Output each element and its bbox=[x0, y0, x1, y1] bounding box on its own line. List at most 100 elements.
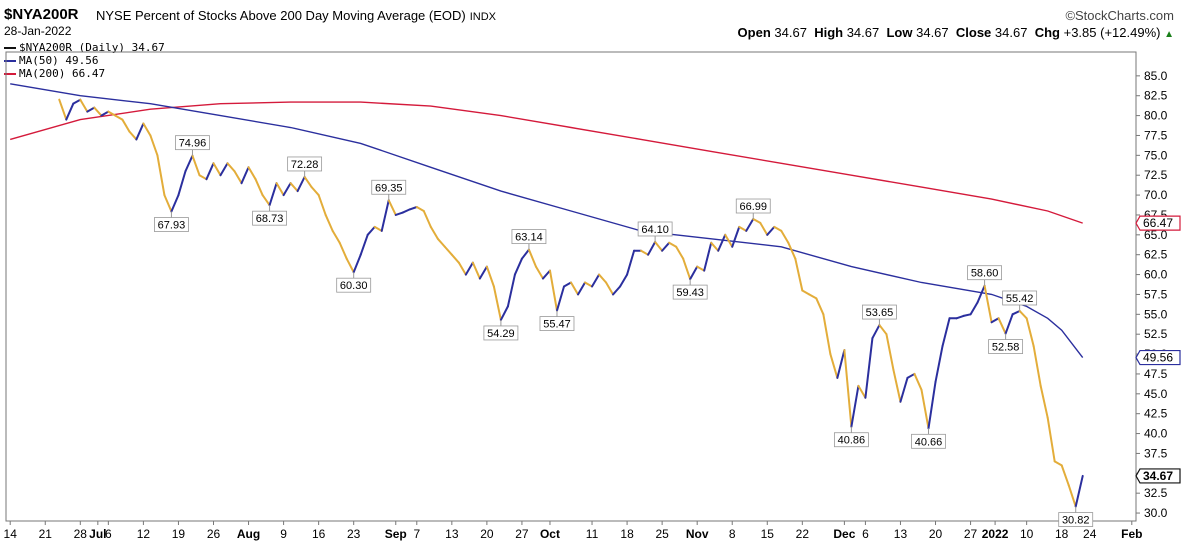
price-segment bbox=[892, 368, 902, 403]
data-label: 55.47 bbox=[543, 319, 571, 331]
price-segment bbox=[548, 269, 558, 312]
price-segment bbox=[121, 118, 131, 133]
legend-swatch bbox=[4, 72, 16, 75]
price-segment bbox=[829, 353, 839, 379]
data-label-box bbox=[672, 284, 708, 300]
data-label: 54.29 bbox=[487, 328, 515, 340]
price-segment bbox=[759, 221, 769, 236]
price-segment bbox=[107, 110, 117, 117]
price-segment bbox=[864, 337, 874, 399]
x-tick-label: 18 bbox=[620, 527, 634, 541]
data-label: 58.60 bbox=[971, 268, 999, 280]
value-tag-box bbox=[1135, 215, 1181, 231]
data-label: 30.82 bbox=[1062, 515, 1090, 527]
data-label-box bbox=[371, 179, 407, 195]
exchange-label: INDX bbox=[469, 11, 497, 23]
price-segment bbox=[156, 154, 166, 197]
x-tick-label: 21 bbox=[39, 527, 53, 541]
price-segment bbox=[457, 261, 467, 276]
price-segment bbox=[822, 313, 832, 356]
value-tag-label: 49.56 bbox=[1143, 351, 1173, 365]
x-tick-label: 18 bbox=[1055, 527, 1069, 541]
price-segment bbox=[1046, 416, 1056, 463]
price-segment bbox=[927, 380, 937, 430]
data-label: 74.96 bbox=[179, 138, 207, 150]
y-tick-label: 65.0 bbox=[1144, 228, 1168, 242]
y-tick-label: 30.0 bbox=[1144, 506, 1168, 520]
x-tick-label: Aug bbox=[237, 527, 260, 541]
close-label: Close bbox=[955, 25, 992, 40]
data-label-box bbox=[911, 433, 946, 449]
price-segment bbox=[541, 269, 551, 280]
x-tick-label: Oct bbox=[540, 527, 560, 541]
price-segment bbox=[520, 248, 530, 260]
price-segment bbox=[843, 349, 853, 428]
y-tick-label: 75.0 bbox=[1144, 148, 1168, 162]
x-tick-label: 23 bbox=[347, 527, 361, 541]
data-label: 40.66 bbox=[915, 436, 943, 448]
chart-description: NYSE Percent of Stocks Above 200 Day Mov… bbox=[96, 8, 496, 23]
price-segment bbox=[906, 372, 916, 379]
data-label-box bbox=[483, 325, 519, 341]
value-tag-label: 34.67 bbox=[1143, 469, 1173, 483]
legend-swatch bbox=[4, 59, 16, 62]
price-segment bbox=[605, 281, 615, 296]
y-tick-label: 72.5 bbox=[1144, 168, 1168, 182]
price-segment bbox=[1018, 309, 1028, 320]
price-segment bbox=[710, 241, 720, 252]
price-segment bbox=[415, 206, 425, 212]
x-tick-label: 20 bbox=[929, 527, 943, 541]
price-segment bbox=[584, 281, 594, 288]
brand-label[interactable]: ©StockCharts.com bbox=[1065, 8, 1174, 23]
price-segment bbox=[654, 240, 664, 252]
price-segment bbox=[310, 186, 320, 197]
price-segment bbox=[422, 209, 432, 228]
price-segment bbox=[534, 265, 544, 280]
x-tick-label: 6 bbox=[105, 527, 112, 541]
x-tick-label: 7 bbox=[413, 527, 420, 541]
y-tick-label: 42.5 bbox=[1144, 407, 1168, 421]
price-segment bbox=[1053, 460, 1063, 467]
price-segment bbox=[738, 225, 748, 232]
x-tick-label: 9 bbox=[280, 527, 287, 541]
value-tag-box bbox=[1135, 468, 1181, 484]
y-tick-label: 37.5 bbox=[1144, 446, 1168, 460]
data-label-box bbox=[967, 265, 1002, 281]
price-segment bbox=[962, 313, 972, 317]
data-label-box bbox=[336, 277, 372, 293]
data-label: 52.58 bbox=[992, 342, 1020, 354]
price-segment bbox=[682, 257, 692, 281]
high-value: 34.67 bbox=[846, 25, 880, 40]
price-segment bbox=[93, 106, 103, 117]
price-segment bbox=[857, 384, 867, 399]
data-label: 40.86 bbox=[838, 435, 866, 447]
price-segment bbox=[934, 345, 944, 383]
price-segment bbox=[464, 261, 474, 276]
x-tick-label: 8 bbox=[729, 527, 736, 541]
data-label-box bbox=[1058, 512, 1094, 527]
price-segment bbox=[492, 285, 502, 321]
data-label-box bbox=[511, 229, 547, 245]
x-tick-label: Jul bbox=[89, 527, 106, 541]
price-segment bbox=[177, 170, 187, 197]
price-segment bbox=[233, 170, 243, 185]
price-segment bbox=[794, 257, 804, 292]
price-segment bbox=[114, 114, 124, 121]
y-tick-label: 45.0 bbox=[1144, 387, 1168, 401]
data-label: 55.42 bbox=[1006, 293, 1034, 305]
price-segment bbox=[555, 285, 565, 312]
price-segment bbox=[471, 261, 481, 280]
price-segment bbox=[1011, 309, 1021, 316]
data-label-box bbox=[154, 217, 189, 232]
x-tick-label: 13 bbox=[445, 527, 459, 541]
legend-label: MA(50) 49.56 bbox=[19, 54, 99, 67]
price-segment bbox=[983, 284, 993, 324]
price-segment bbox=[661, 241, 671, 252]
price-segment bbox=[591, 273, 601, 288]
data-label: 69.35 bbox=[375, 182, 403, 194]
price-segment bbox=[626, 249, 636, 276]
price-segment bbox=[899, 376, 909, 403]
price-segment bbox=[226, 162, 236, 173]
y-tick-label: 62.5 bbox=[1144, 248, 1168, 262]
